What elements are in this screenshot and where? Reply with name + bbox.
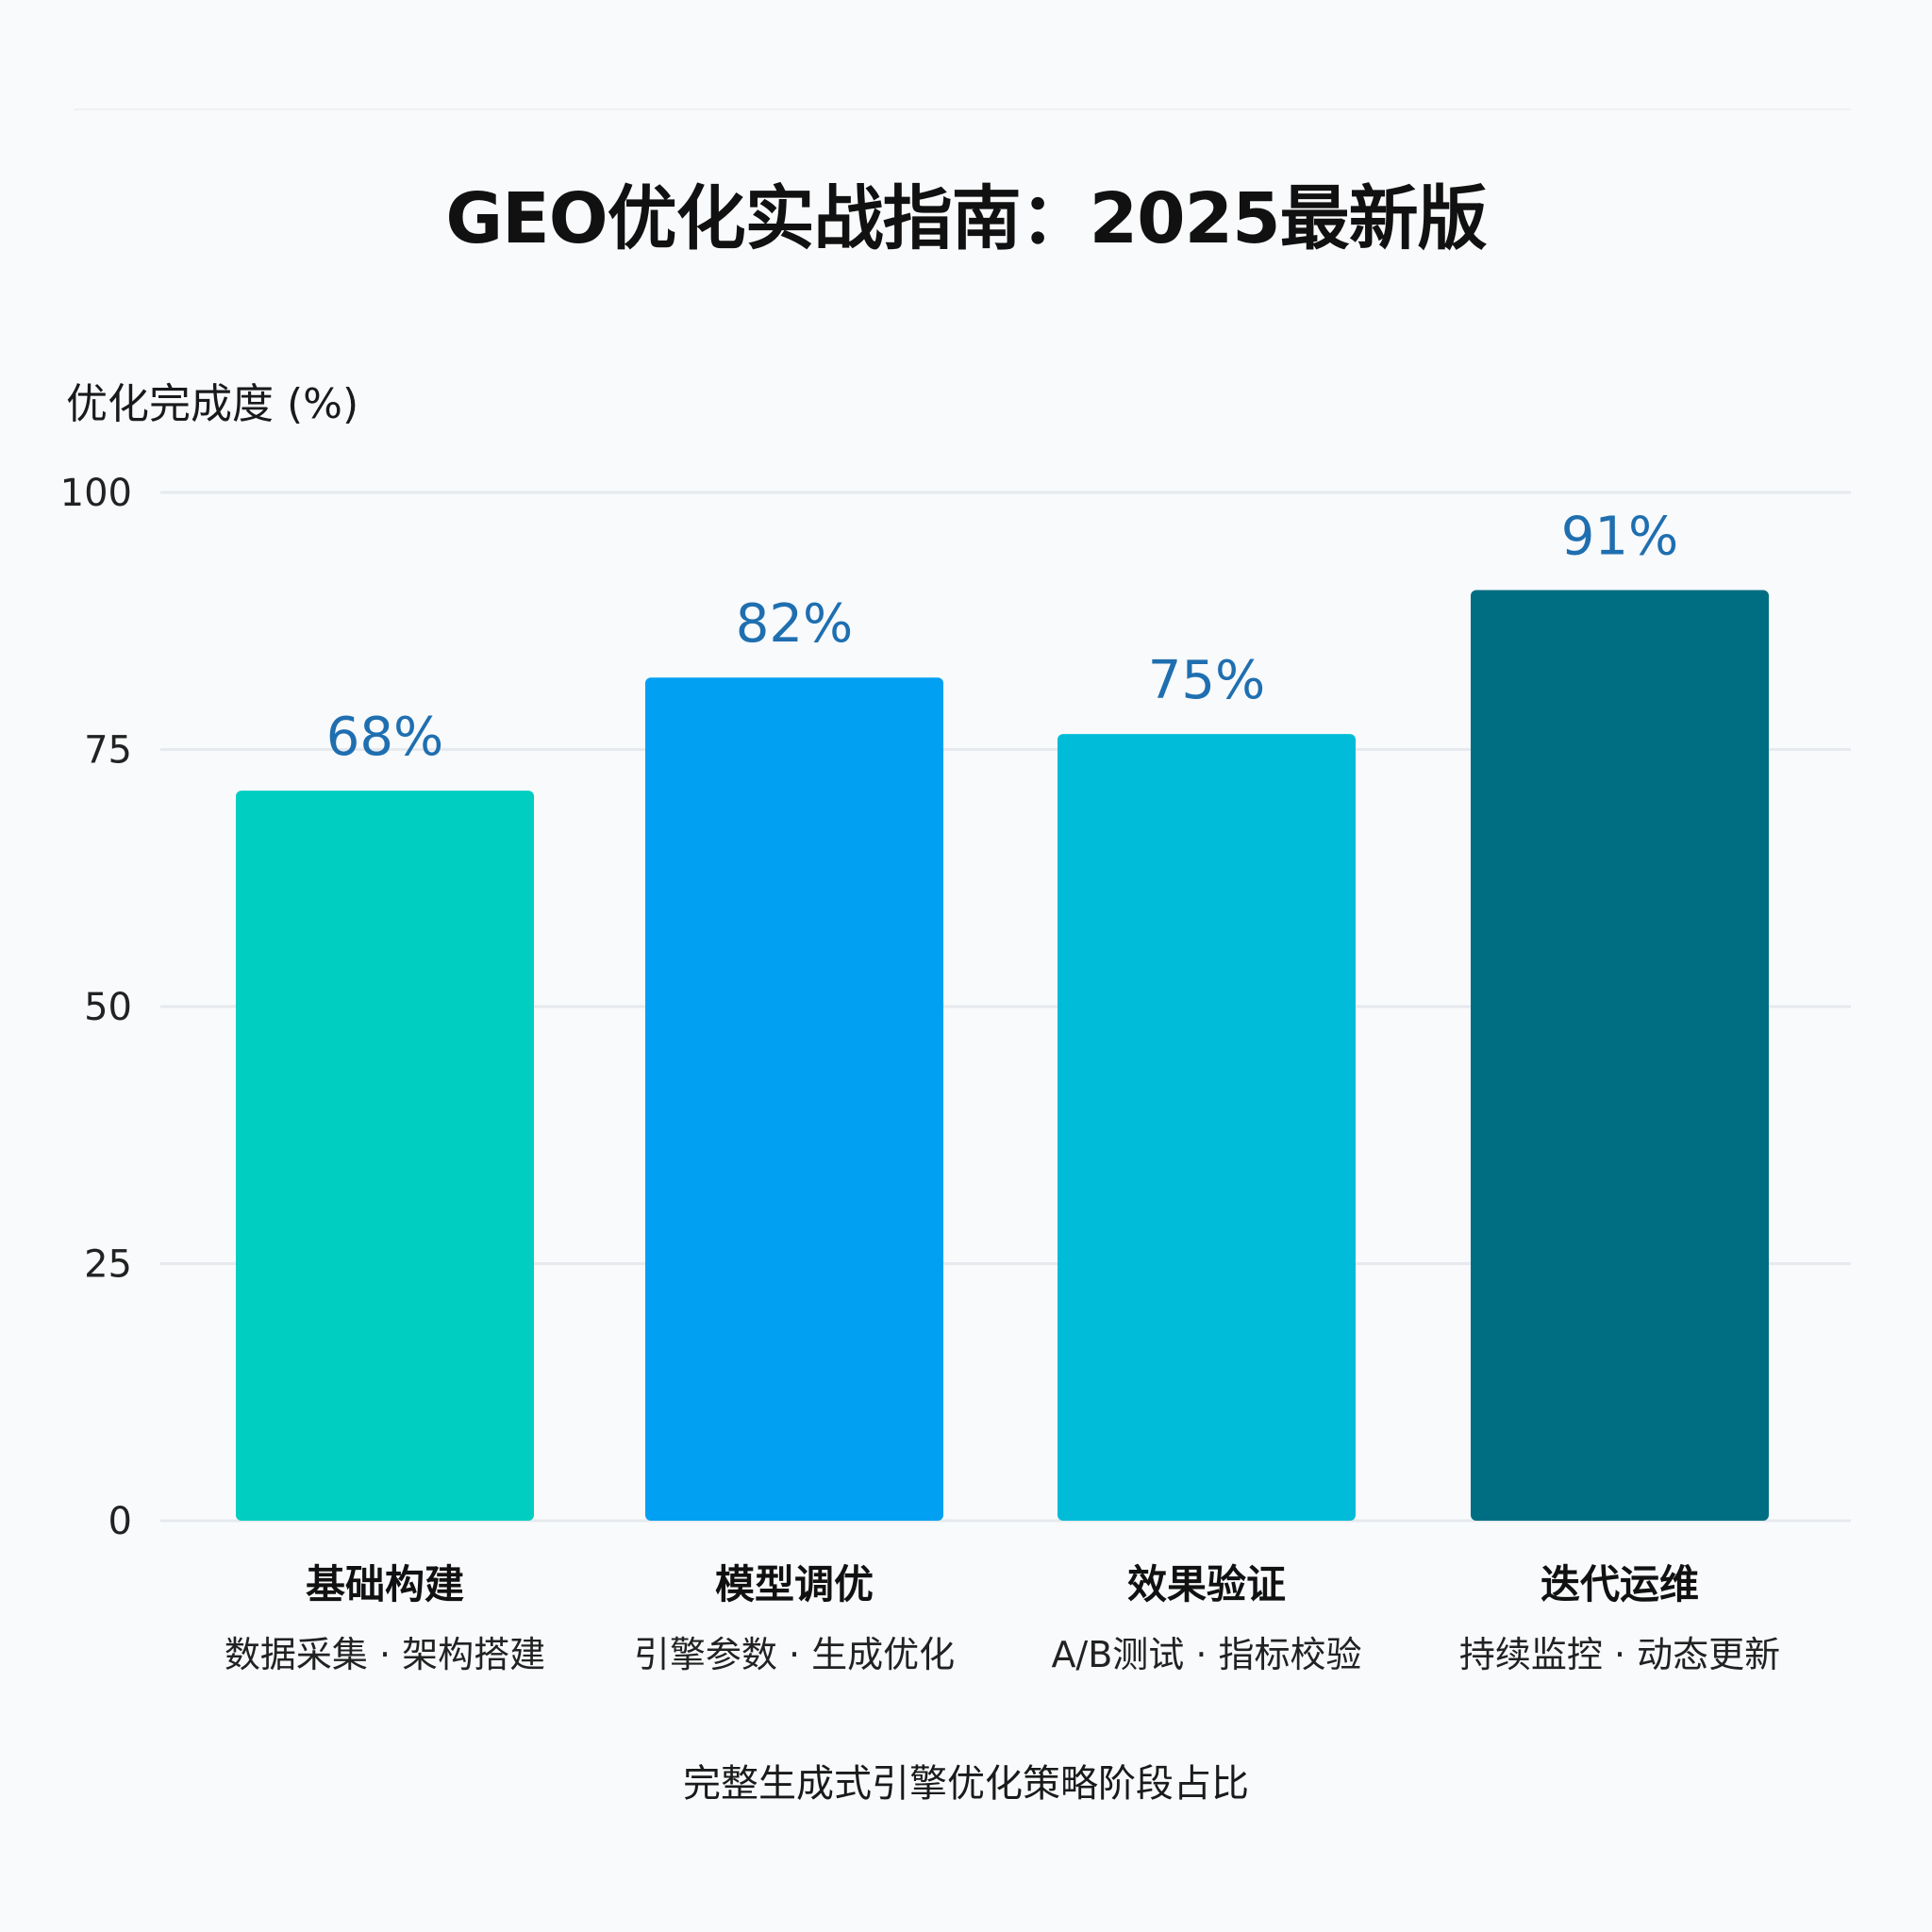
- category-label: 迭代运维: [1541, 1561, 1699, 1607]
- category-label: 模型调优: [715, 1561, 874, 1607]
- bar-4: [1471, 590, 1769, 1521]
- category-label: 基础构建: [306, 1561, 464, 1607]
- bar-3: [1058, 734, 1356, 1521]
- category-description: 数据采集 · 架构搭建: [225, 1634, 545, 1675]
- y-tick-label: 0: [108, 1500, 132, 1543]
- category-description: 引擎参数 · 生成优化: [634, 1634, 955, 1675]
- data-label: 91%: [1561, 507, 1678, 568]
- category-label: 效果验证: [1127, 1561, 1286, 1607]
- top-divider: [74, 108, 1851, 110]
- category-description: A/B测试 · 指标校验: [1051, 1634, 1361, 1675]
- y-tick-label: 25: [84, 1243, 132, 1287]
- y-tick-label: 75: [84, 729, 132, 773]
- bar-1: [236, 791, 534, 1521]
- data-label: 75%: [1148, 650, 1265, 711]
- data-label: 82%: [736, 593, 853, 655]
- category-description: 持续监控 · 动态更新: [1459, 1634, 1780, 1675]
- y-axis-label: 优化完成度 (%): [66, 380, 359, 428]
- x-axis-caption: 完整生成式引擎优化策略阶段占比: [683, 1762, 1249, 1806]
- y-tick-label: 50: [84, 986, 132, 1029]
- data-label: 68%: [326, 707, 443, 768]
- chart-title: GEO优化实战指南：2025最新版: [445, 178, 1487, 259]
- y-tick-label: 100: [60, 472, 132, 515]
- bar-2: [645, 677, 943, 1521]
